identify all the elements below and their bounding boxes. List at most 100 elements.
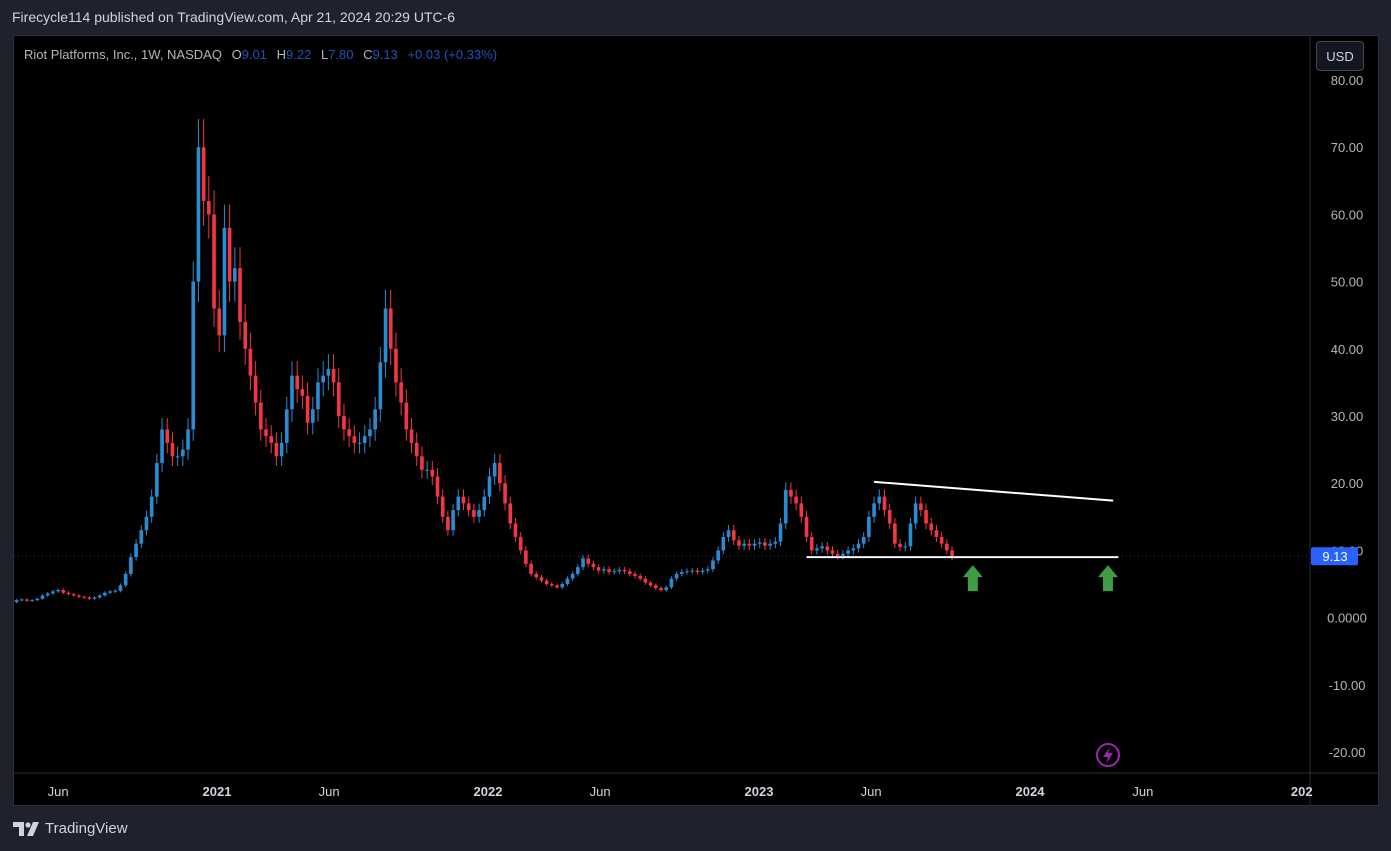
candle-body <box>939 536 944 544</box>
candle-body <box>685 571 689 573</box>
candle-body <box>139 530 144 544</box>
candle-body <box>305 395 310 423</box>
candle-body <box>409 429 414 443</box>
candle-body <box>482 496 487 511</box>
candle-body <box>30 600 34 602</box>
candle-body <box>560 584 565 588</box>
candle-body <box>861 536 866 544</box>
candle-body <box>882 496 887 511</box>
candle-body <box>19 599 24 601</box>
candle-body <box>321 375 325 383</box>
x-tick-label: Jun <box>1132 784 1153 799</box>
x-tick-label: Jun <box>861 784 882 799</box>
candle-body <box>498 463 502 484</box>
candle-body <box>841 553 845 556</box>
candle-body <box>342 416 346 430</box>
candle-body <box>316 382 320 410</box>
candle-body <box>71 594 76 596</box>
tradingview-logo-icon <box>13 821 39 836</box>
candle-body <box>347 429 351 437</box>
x-tick-label: Jun <box>48 784 69 799</box>
high-value: 9.22 <box>286 47 312 62</box>
candle-body <box>487 476 492 497</box>
candle-body <box>404 402 409 430</box>
candle-body <box>227 227 232 282</box>
candle-body <box>648 582 653 586</box>
candle-body <box>596 567 601 571</box>
candle-body <box>679 571 684 574</box>
candle-body <box>747 543 752 546</box>
candle-body <box>274 442 279 457</box>
candle-body <box>456 496 461 511</box>
candle-body <box>846 550 850 554</box>
candle-body <box>643 578 648 583</box>
candle-body <box>181 449 185 457</box>
candle-body <box>898 543 902 548</box>
candle-body <box>544 580 549 584</box>
candle-body <box>763 542 767 546</box>
candle-body <box>778 523 783 542</box>
candle-body <box>591 563 596 568</box>
chart-pane[interactable]: 80.0070.0060.0050.0040.0030.0020.0010.00… <box>13 35 1379 806</box>
currency-button[interactable]: USD <box>1316 41 1364 71</box>
candle-body <box>695 570 700 572</box>
tradingview-brand: TradingView <box>45 820 128 837</box>
y-tick-label: 30.00 <box>1331 409 1364 424</box>
y-tick-label: 40.00 <box>1331 342 1364 357</box>
candle-body <box>160 429 164 464</box>
candle-body <box>674 573 679 579</box>
candle-body <box>607 569 611 572</box>
last-price-label: 9.13 <box>1322 549 1347 564</box>
candle-body <box>97 595 102 598</box>
candle-body <box>664 587 669 591</box>
y-tick-label: 50.00 <box>1331 275 1364 290</box>
candle-body <box>295 375 300 390</box>
up-arrow-annotation <box>1097 565 1118 592</box>
candle-body <box>378 362 383 410</box>
up-arrow-annotation <box>962 565 983 592</box>
candle-body <box>934 530 939 537</box>
candle-body <box>586 558 591 564</box>
candle-body <box>830 550 835 554</box>
candle-body <box>61 590 66 593</box>
x-tick-label: 2022 <box>474 784 503 799</box>
candle-body <box>144 516 149 531</box>
lightning-icon[interactable] <box>1096 743 1120 767</box>
candle-body <box>425 469 429 471</box>
candle-body <box>108 591 112 593</box>
candle-body <box>25 599 29 601</box>
candle-body <box>576 567 580 574</box>
candle-body <box>217 308 222 336</box>
candle-body <box>524 550 528 564</box>
candle-body <box>414 442 419 457</box>
tradingview-logo[interactable]: TradingView <box>13 820 128 837</box>
price-chart-svg[interactable]: 80.0070.0060.0050.0040.0030.0020.0010.00… <box>14 36 1379 806</box>
candle-body <box>186 429 190 450</box>
last-price-tag <box>1311 547 1358 566</box>
candle-body <box>243 321 248 349</box>
candle-body <box>51 591 55 594</box>
candle-body <box>653 585 658 589</box>
candle-body <box>310 409 315 423</box>
candle-body <box>492 463 497 477</box>
x-tick-label: 2024 <box>1016 784 1046 799</box>
y-tick-label: 80.00 <box>1331 73 1364 88</box>
candle-body <box>633 573 637 576</box>
close-value: 9.13 <box>372 47 398 62</box>
candle-body <box>835 553 840 556</box>
candle-body <box>326 368 331 376</box>
x-tick-label: 202 <box>1291 784 1313 799</box>
candle-body <box>196 147 201 282</box>
candle-body <box>622 569 627 572</box>
candle-body <box>867 516 871 537</box>
candle-body <box>617 569 622 572</box>
candle-body <box>165 429 170 443</box>
candle-body <box>721 536 726 551</box>
candle-body <box>87 597 92 599</box>
symbol-legend: Riot Platforms, Inc., 1W, NASDAQ O9.01 H… <box>24 47 497 62</box>
open-label: O <box>231 47 242 62</box>
symbol-name: Riot Platforms, Inc., 1W, NASDAQ <box>24 47 222 62</box>
candle-body <box>908 523 913 547</box>
candle-body <box>731 530 736 541</box>
